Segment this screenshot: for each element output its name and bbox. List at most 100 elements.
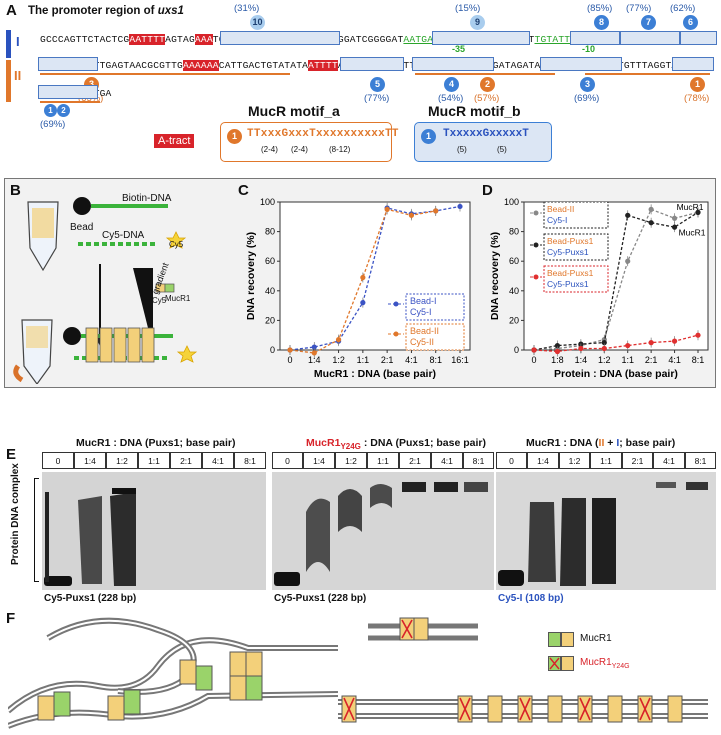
mucr1-clusters [37, 651, 263, 721]
legend-mucr1-label: MucR1 [580, 633, 612, 644]
x-tick-label: 0 [531, 355, 536, 365]
strand-i-label: I [16, 34, 20, 49]
site-7-marker: 7 [641, 15, 656, 30]
motif-a-underline [585, 73, 710, 75]
data-point [648, 340, 654, 346]
y-tick-label: 100 [260, 197, 275, 207]
site-10-marker: 10 [250, 15, 265, 30]
legend-mutant-sub: Y24G [611, 663, 630, 670]
legend-mucr1-swatch [548, 632, 574, 647]
y-tick-label: 80 [509, 227, 519, 237]
annotation-mucr1: MucR1 [679, 228, 706, 238]
data-point [311, 344, 317, 350]
complex-band [592, 498, 616, 584]
lane-label: 1:4 [74, 452, 106, 469]
orange-site-2-marker: 2 [480, 77, 495, 92]
protein-blocks [85, 327, 155, 363]
x-tick-label: 1:2 [598, 355, 611, 365]
well-band [434, 482, 458, 492]
lane-label: 1:4 [527, 452, 559, 469]
data-point [360, 274, 366, 281]
lane-label: 2:1 [170, 452, 202, 469]
minus35-box: AATGACA [403, 34, 446, 45]
motif-a-title: MucR motif_a [248, 103, 340, 119]
site-5-percent: (77%) [364, 93, 390, 104]
y-tick-label: 40 [265, 286, 275, 296]
lane-label: 2:1 [399, 452, 431, 469]
well-band [464, 482, 488, 492]
panel-letter-c: C [238, 182, 249, 199]
data-point [625, 212, 631, 218]
legend-text: Cy5-Puxs1 [547, 247, 589, 257]
gel-3-title-ii: II [598, 437, 605, 449]
motif-a-spacer-2: (2-4) [291, 145, 308, 154]
gel-2-title-post: : DNA (Puxs1; base pair) [360, 437, 486, 449]
site-8-marker: 8 [594, 15, 609, 30]
gel-2-image [272, 472, 494, 590]
legend-text: Bead-Puxs1 [547, 236, 594, 246]
data-point [554, 348, 561, 355]
minus10-box: TGTATTG [534, 34, 577, 45]
motif-site-5 [340, 57, 404, 71]
gel-3-title-plus: + [604, 437, 617, 449]
legend-box [543, 265, 609, 293]
minus10-label: -10 [582, 44, 596, 54]
series-line [533, 211, 699, 351]
motif-a-underline [40, 73, 290, 75]
site-1-marker: 1 [44, 104, 57, 117]
lane-label: 1:2 [335, 452, 367, 469]
legend-box [543, 201, 609, 229]
lane-label: 1:2 [559, 452, 590, 469]
x-tick-label: 1:4 [308, 355, 321, 365]
legend-marker [393, 331, 399, 337]
site-8-percent: (85%) [587, 3, 613, 14]
panel-a-title: The promoter region of uxs1 [28, 5, 184, 17]
site-6-percent: (62%) [670, 3, 696, 14]
motif-site-6 [680, 31, 717, 45]
data-point [433, 208, 439, 214]
site-6-marker: 6 [683, 15, 698, 30]
site-4-percent: (54%) [438, 93, 464, 104]
biotin-dna-label: Biotin-DNA [122, 193, 172, 204]
complex-band [560, 498, 586, 586]
data-point [671, 215, 678, 221]
well-band [112, 488, 136, 494]
data-point [384, 206, 390, 212]
motif-site-4 [412, 57, 494, 71]
x-tick-label: 1:1 [357, 355, 370, 365]
legend-text: Bead-I [410, 296, 437, 306]
panel-letter-d: D [482, 182, 493, 199]
lane-label: 1:4 [303, 452, 335, 469]
y-axis-label: DNA recovery (%) [245, 232, 257, 320]
site-10-percent: (31%) [234, 3, 260, 14]
x-tick-label: 4:1 [405, 355, 418, 365]
mucr1-icon [164, 283, 175, 293]
a-tract-highlight: ATTTT [308, 60, 338, 71]
motif-b-icon: 1 [421, 129, 436, 144]
legend-marker [533, 274, 539, 280]
lane-label: 1:1 [138, 452, 170, 469]
lane-label: 0 [272, 452, 303, 469]
y-tick-label: 60 [509, 256, 519, 266]
x-tick-label: 1:4 [575, 355, 588, 365]
a-tract-highlight: AAAAAA [183, 60, 219, 71]
panel-c-chart: 0 20 40 60 80 100 0 1:4 1:2 1:1 2:1 4:1 8:1 16:1 MucR1… [245, 197, 471, 380]
gel-1-title: MucR1 : DNA (Puxs1; base pair) [76, 437, 236, 449]
series-line [533, 208, 699, 351]
x-tick-label: 8:1 [429, 355, 442, 365]
minus35-label: -35 [452, 44, 466, 54]
y-tick-label: 100 [504, 197, 519, 207]
strand-ii-bar [6, 60, 11, 102]
y-tick-label: 0 [514, 345, 519, 355]
site-4-marker: 4 [444, 77, 459, 92]
complex-band [338, 489, 362, 532]
orange-site-1-percent: (78%) [684, 93, 710, 104]
motif-b-box: 1 TxxxxxGxxxxxT (5) (5) [414, 122, 552, 162]
lane-label: 0 [42, 452, 74, 469]
motif-a-spacer-3: (8-12) [329, 145, 351, 154]
legend-text: Bead-II [410, 326, 439, 336]
data-point [408, 212, 415, 218]
